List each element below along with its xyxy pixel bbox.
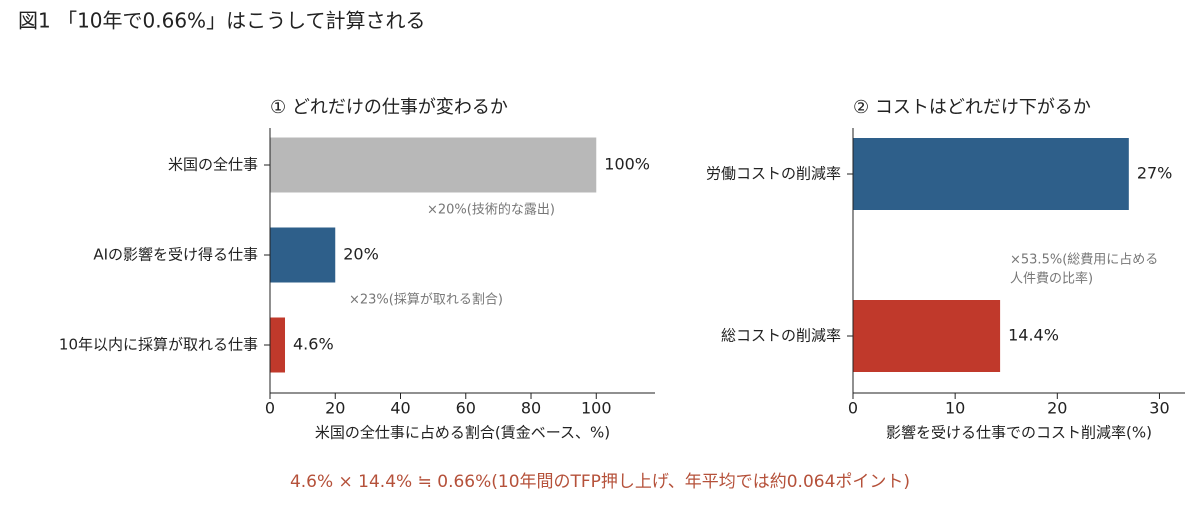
x-tick-label: 20 — [1047, 399, 1067, 418]
x-tick-label: 40 — [390, 399, 410, 418]
x-tick-label: 0 — [265, 399, 275, 418]
value-label: 20% — [343, 245, 379, 264]
annotation: ×20%(技術的な露出) — [427, 202, 555, 218]
x-tick-label: 0 — [848, 399, 858, 418]
value-label: 100% — [604, 155, 650, 174]
bar — [270, 317, 286, 373]
x-tick-label: 80 — [521, 399, 541, 418]
value-label: 4.6% — [293, 335, 334, 354]
subplot-title: ② コストはどれだけ下がるか — [853, 97, 1091, 118]
subplot-title: ① どれだけの仕事が変わるか — [270, 97, 508, 118]
bar — [270, 137, 597, 193]
y-tick-label: 米国の全仕事 — [168, 156, 258, 174]
y-tick-label: 労働コストの削減率 — [706, 165, 841, 183]
y-tick-label: 総コストの削減率 — [721, 327, 841, 345]
annotation: ×23%(採算が取れる割合) — [349, 292, 503, 308]
x-axis-label: 影響を受ける仕事でのコスト削減率(%) — [886, 424, 1152, 442]
figure-note: 4.6% × 14.4% ≒ 0.66%(10年間のTFP押し上げ、年平均では約… — [290, 472, 910, 492]
x-tick-label: 100 — [581, 399, 612, 418]
x-tick-label: 20 — [325, 399, 345, 418]
value-label: 14.4% — [1008, 326, 1059, 345]
x-tick-label: 10 — [945, 399, 965, 418]
x-tick-label: 60 — [456, 399, 476, 418]
annotation: 人件費の比率) — [1010, 271, 1093, 287]
bar — [853, 138, 1129, 210]
figure-title: 図1 「10年で0.66%」はこうして計算される — [18, 9, 425, 33]
annotation: ×53.5%(総費用に占める — [1010, 253, 1158, 268]
bar — [853, 300, 1001, 372]
y-tick-label: AIの影響を受け得る仕事 — [93, 246, 258, 264]
bar — [270, 227, 336, 283]
x-axis-label: 米国の全仕事に占める割合(賃金ベース、%) — [315, 424, 610, 442]
value-label: 27% — [1137, 164, 1173, 183]
y-tick-label: 10年以内に採算が取れる仕事 — [59, 336, 258, 354]
x-tick-label: 30 — [1149, 399, 1169, 418]
